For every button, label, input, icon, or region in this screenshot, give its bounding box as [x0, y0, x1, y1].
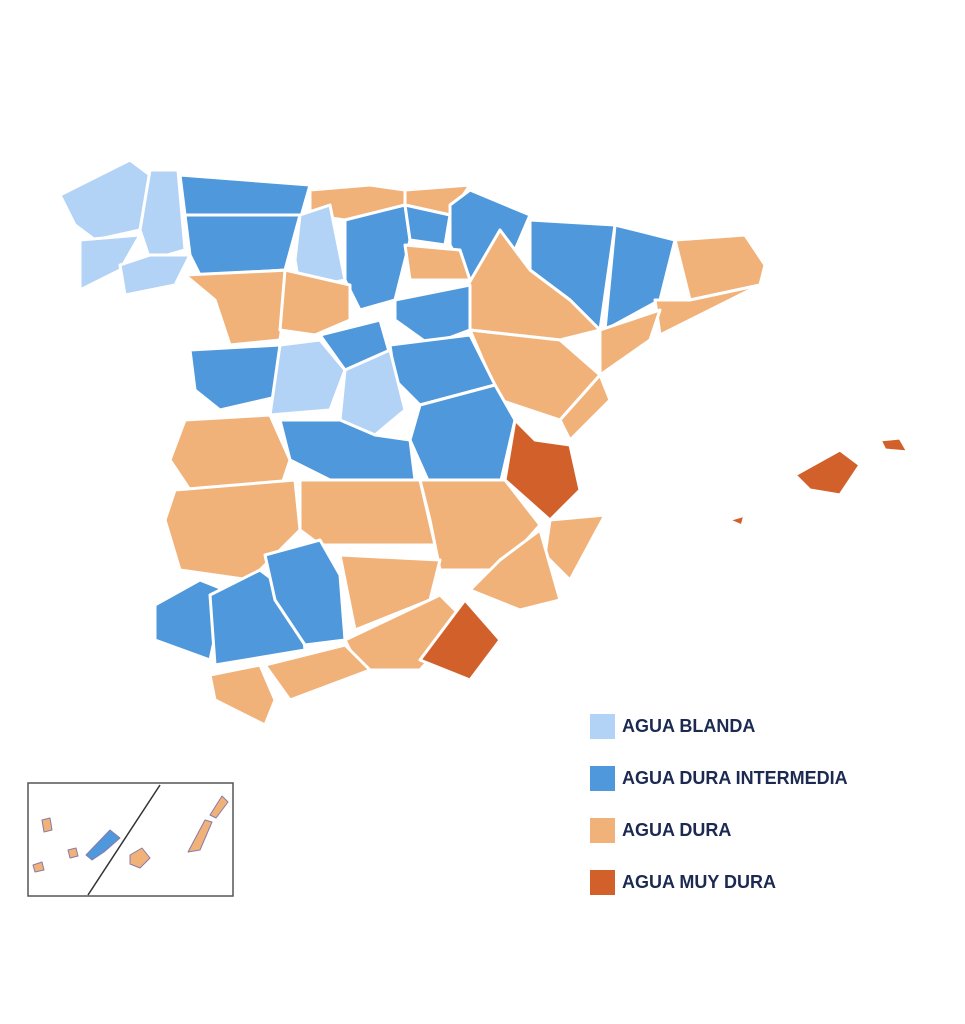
- province: [208, 663, 277, 727]
- legend-label: AGUA MUY DURA: [622, 872, 776, 892]
- province: [543, 513, 607, 582]
- legend-swatch: [590, 870, 615, 895]
- province: [278, 268, 352, 337]
- province: [268, 338, 347, 417]
- legend-swatch: [590, 818, 615, 843]
- province: [468, 528, 562, 612]
- province: [653, 283, 762, 337]
- province: [67, 847, 79, 859]
- legend-label: AGUA DURA INTERMEDIA: [622, 768, 848, 788]
- legend-swatch: [590, 714, 615, 739]
- province: [118, 253, 192, 297]
- province: [878, 436, 910, 454]
- province: [188, 343, 287, 412]
- province: [338, 348, 407, 437]
- province: [403, 243, 472, 282]
- spain-map: [58, 158, 910, 727]
- province: [138, 168, 187, 262]
- province: [178, 173, 312, 222]
- legend: AGUA BLANDA AGUA DURA INTERMEDIA AGUA DURA…: [590, 714, 848, 895]
- legend-label: AGUA DURA: [622, 820, 731, 840]
- province: [187, 819, 213, 853]
- province: [129, 847, 151, 869]
- province: [32, 861, 45, 873]
- legend-label: AGUA BLANDA: [622, 716, 755, 736]
- province: [343, 203, 412, 312]
- province: [263, 643, 372, 702]
- province: [58, 158, 152, 242]
- province: [278, 418, 417, 482]
- province: [168, 413, 292, 492]
- province: [209, 795, 229, 819]
- province: [183, 268, 292, 347]
- province: [85, 829, 121, 861]
- province: [726, 513, 747, 528]
- canary-inset: [27, 782, 234, 897]
- province: [598, 308, 662, 377]
- province: [673, 233, 767, 302]
- province: [298, 478, 437, 547]
- province: [403, 203, 452, 247]
- province: [183, 213, 302, 277]
- province: [418, 598, 502, 682]
- legend-swatch: [590, 766, 615, 791]
- province: [41, 817, 53, 833]
- province: [793, 448, 862, 497]
- province: [558, 373, 612, 442]
